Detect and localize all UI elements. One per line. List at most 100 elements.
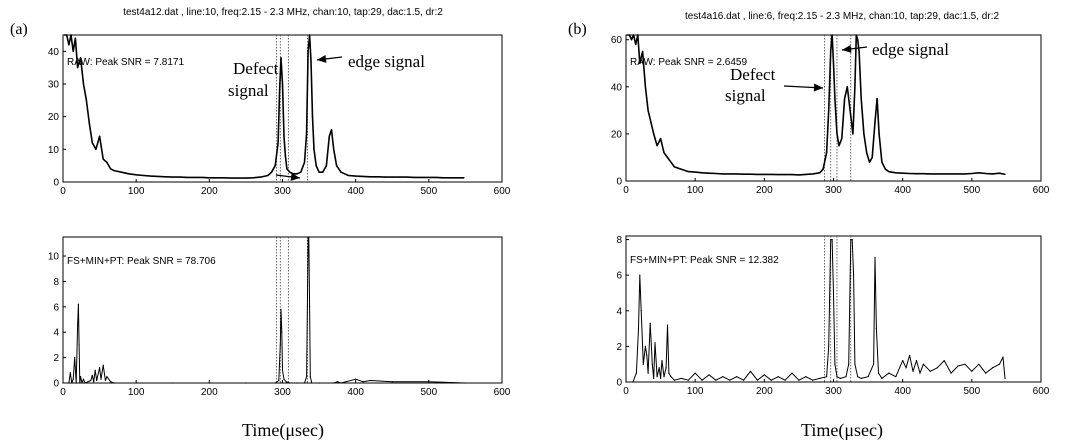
data-point: [74, 357, 76, 359]
data-point: [311, 382, 313, 384]
data-point: [632, 381, 634, 383]
data-point: [874, 121, 876, 123]
data-point: [701, 379, 703, 381]
data-point: [296, 382, 298, 384]
edge-signal-annotation: edge signal: [348, 52, 425, 71]
data-point: [912, 370, 914, 372]
peak-snr-label: RAW: Peak SNR = 7.8171: [67, 57, 184, 68]
edge-signal-annotation: edge signal: [872, 40, 949, 59]
data-point: [450, 177, 452, 179]
data-point: [876, 97, 878, 100]
data-point: [85, 99, 88, 101]
data-point: [708, 374, 710, 376]
data-point: [91, 374, 93, 376]
data-point: [653, 133, 655, 135]
data-point: [644, 86, 646, 88]
data-point: [830, 50, 832, 53]
data-point: [442, 177, 445, 179]
data-point: [855, 34, 857, 36]
data-point: [109, 168, 112, 170]
data-point: [819, 377, 821, 380]
data-point: [106, 161, 108, 163]
data-point: [1002, 356, 1004, 358]
data-point: [929, 370, 931, 372]
data-point: [311, 116, 314, 118]
data-point: [172, 176, 174, 178]
data-point: [770, 173, 772, 176]
data-point: [742, 173, 745, 175]
data-point: [274, 165, 276, 167]
x-tick-label: 600: [1033, 386, 1050, 397]
x-tick-label: 100: [687, 386, 704, 397]
data-point: [333, 148, 335, 150]
data-point: [756, 173, 759, 176]
data-point: [957, 365, 959, 367]
data-point: [322, 171, 324, 173]
data-point: [355, 175, 357, 177]
data-point: [78, 344, 80, 346]
data-point: [216, 177, 218, 179]
data-point: [279, 344, 281, 346]
data-point: [834, 97, 836, 100]
data-point: [457, 177, 459, 179]
data-point: [98, 367, 101, 369]
data-point: [278, 379, 280, 382]
x-tick-label: 300: [274, 387, 291, 398]
data-point: [694, 171, 696, 173]
data-point: [838, 145, 840, 147]
data-point: [208, 177, 210, 179]
data-point: [325, 165, 327, 167]
data-point: [863, 133, 865, 135]
data-point: [69, 372, 71, 374]
data-point: [79, 57, 82, 59]
data-point: [943, 173, 945, 175]
data-point: [680, 377, 682, 380]
data-point: [300, 171, 302, 173]
y-tick-label: 2: [53, 353, 59, 364]
y-tick-label: 6: [616, 271, 622, 282]
data-point: [77, 325, 79, 327]
data-point: [303, 161, 306, 163]
data-point: [274, 382, 276, 384]
y-tick-label: 0: [53, 379, 59, 390]
data-point: [659, 138, 662, 140]
data-point: [406, 176, 408, 178]
data-point: [106, 376, 108, 378]
data-point: [922, 363, 925, 365]
data-point: [654, 342, 656, 344]
data-point: [852, 133, 854, 135]
data-point: [150, 175, 152, 177]
data-point: [649, 322, 651, 324]
y-tick-label: 10: [48, 252, 60, 263]
data-point: [71, 382, 73, 384]
data-point: [687, 170, 689, 173]
data-point: [985, 372, 987, 374]
data-point: [391, 176, 393, 178]
data-point: [1004, 377, 1006, 380]
data-point: [736, 173, 738, 175]
y-tick-label: 40: [611, 82, 623, 93]
x-tick-label: 200: [756, 386, 773, 397]
data-point: [985, 172, 987, 175]
data-point: [791, 372, 793, 374]
data-point: [245, 382, 247, 384]
data-point: [650, 121, 652, 123]
plot-3: 0 100 200 300 400 500 600 0 20 40 60 RAW: Peak SNR …: [611, 34, 1050, 196]
data-point: [866, 152, 868, 154]
y-tick-label: 4: [616, 306, 622, 317]
data-point: [742, 379, 745, 381]
data-point: [289, 382, 291, 384]
data-point: [75, 382, 77, 384]
data-point: [749, 173, 752, 175]
data-point: [852, 274, 855, 276]
data-point: [950, 372, 952, 374]
y-tick-label: 4: [53, 328, 59, 339]
data-point: [836, 376, 838, 378]
data-point: [142, 174, 145, 177]
data-point: [281, 369, 284, 371]
x-tick-label: 400: [894, 185, 911, 196]
data-point: [626, 34, 628, 36]
data-point: [113, 382, 115, 384]
data-point: [915, 173, 918, 175]
edge-arrowhead: [842, 44, 852, 53]
